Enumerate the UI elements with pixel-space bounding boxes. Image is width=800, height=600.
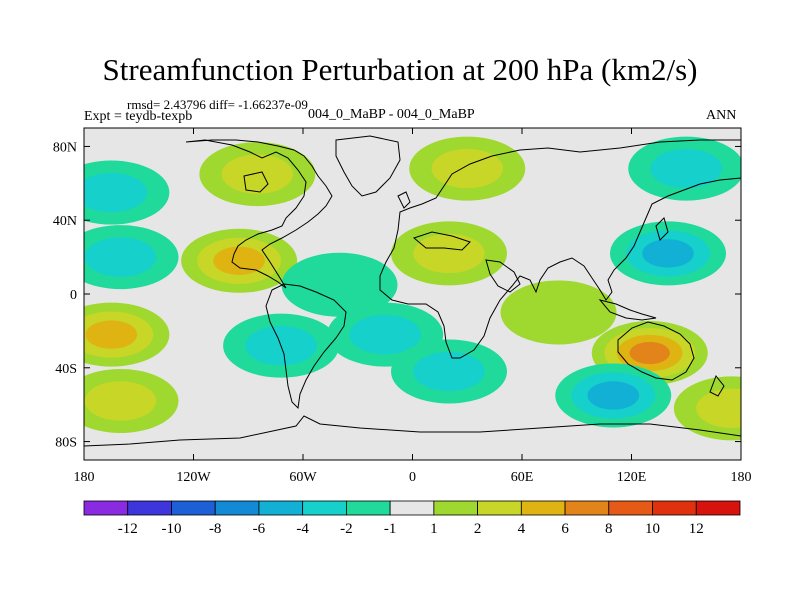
colorbar-swatch-15	[695, 500, 741, 516]
colorbar-label-11: 6	[561, 521, 569, 537]
anomaly-6	[181, 228, 298, 293]
colorbar-swatch-5	[258, 500, 304, 516]
colorbar-label-14: 12	[689, 521, 704, 537]
anomaly-4-band-2	[84, 381, 157, 421]
comparison-label: 004_0_MaBP - 004_0_MaBP	[308, 107, 475, 122]
colorbar-swatch-3	[171, 500, 216, 516]
colorbar-swatch-14	[652, 500, 697, 516]
colorbar-label-6: -2	[340, 521, 353, 537]
colorbar-swatch-8	[389, 500, 435, 516]
x-tick-label-4: 60E	[511, 470, 534, 485]
anomaly-16-band-2	[696, 388, 741, 429]
x-tick-label-5: 120E	[617, 470, 647, 485]
colorbar-swatch-10	[477, 500, 522, 516]
anomaly-18	[500, 280, 617, 345]
colorbar-label-1: -12	[118, 521, 138, 537]
anomaly-1-band-2	[84, 172, 148, 213]
coastline-indonesia	[598, 299, 657, 321]
anomaly-12-band-3	[642, 239, 694, 268]
colorbar-label-7: -1	[384, 521, 397, 537]
y-tick-label-4: 80S	[55, 436, 77, 451]
colorbar-swatch-13	[608, 500, 653, 516]
anomaly-8-band-2	[349, 314, 421, 355]
colorbar-label-10: 4	[518, 521, 526, 537]
colorbar-swatch-12	[564, 500, 610, 516]
season-label: ANN	[706, 108, 737, 123]
anomaly-16	[673, 376, 741, 441]
colorbar: -12 -10 -8 -6 -4 -2 -1 1 2 4 6 8 10 12	[83, 500, 741, 537]
anomaly-18-band-1	[500, 280, 617, 345]
colorbar-label-13: 10	[645, 521, 660, 537]
coastline-australia	[617, 321, 695, 381]
y-tick-label-0: 80N	[53, 140, 77, 155]
colorbar-label-9: 2	[474, 521, 482, 537]
colorbar-swatch-4	[214, 500, 260, 516]
experiment-label: Expt = teydb-texpb	[84, 109, 193, 124]
colorbar-swatch-2	[127, 500, 172, 516]
anomaly-17	[281, 252, 398, 317]
coastline-new-zealand	[709, 375, 725, 397]
colorbar-label-5: -4	[296, 521, 309, 537]
anomaly-1	[84, 160, 170, 225]
x-tick-label-2: 60W	[289, 470, 317, 485]
anomaly-13-band-2	[650, 148, 722, 189]
colorbar-label-4: -6	[253, 521, 266, 537]
coastline-british-isles	[397, 191, 411, 209]
coastline-mediterranean	[412, 231, 471, 251]
colorbar-label-3: -8	[209, 521, 222, 537]
colorbar-label-8: 1	[430, 521, 438, 537]
colorbar-swatch-7	[345, 500, 391, 516]
anomaly-11-band-2	[431, 148, 503, 189]
coastline-south-america	[265, 283, 347, 410]
y-tick-label-2: 0	[70, 288, 77, 303]
coastline-arabia	[485, 259, 521, 293]
colorbar-label-12: 8	[605, 521, 613, 537]
anomaly-2	[84, 225, 179, 290]
colorbar-swatch-9	[433, 500, 478, 516]
anomaly-9	[391, 339, 507, 404]
anomaly-10	[391, 221, 507, 286]
anomaly-12	[610, 221, 726, 286]
coastline-hudson-bay	[243, 171, 269, 193]
colorbar-swatch-11	[520, 500, 566, 516]
anomaly-11	[409, 136, 526, 201]
anomaly-17-band-1	[281, 252, 398, 317]
x-tick-label-0: 180	[74, 470, 95, 485]
anomaly-13	[628, 136, 741, 201]
anomaly-14-band-4	[629, 341, 670, 365]
anomaly-9-band-2	[413, 351, 485, 392]
coastline-north-america	[185, 139, 333, 289]
colorbar-swatch-1	[83, 500, 129, 516]
chart-title: Streamfunction Perturbation at 200 hPa (…	[102, 52, 698, 87]
y-tick-label-3: 40S	[55, 362, 77, 377]
anomaly-3	[84, 302, 170, 367]
x-tick-label-1: 120W	[176, 470, 211, 485]
coastline-greenland	[335, 135, 401, 197]
anomaly-3-band-3	[85, 320, 138, 349]
y-tick-label-1: 40N	[53, 214, 77, 229]
x-tick-label-3: 0	[409, 470, 416, 485]
anomaly-10-band-2	[413, 233, 485, 274]
anomaly-4	[84, 368, 179, 433]
coastline-antarctica	[84, 415, 741, 447]
anomaly-15-band-3	[587, 381, 640, 410]
colorbar-label-2: -10	[161, 521, 181, 537]
coastline-eurasia-africa	[379, 139, 741, 359]
coastlines	[84, 135, 741, 447]
coastline-japan	[655, 217, 669, 241]
stats-line: rmsd= 2.43796 diff= -1.66237e-09	[127, 97, 308, 112]
colorbar-swatch-6	[302, 500, 347, 516]
anomaly-2-band-2	[84, 237, 157, 277]
anomaly-15	[555, 363, 672, 428]
axis-ticks: 180 120W 60W 0 60E 120E 180 80N 40N 0 40S 80S	[53, 128, 752, 485]
anomaly-5-band-2	[221, 154, 294, 194]
anomaly-5	[199, 142, 316, 207]
anomaly-6-band-3	[213, 246, 265, 275]
x-tick-label-6: 180	[731, 470, 752, 485]
